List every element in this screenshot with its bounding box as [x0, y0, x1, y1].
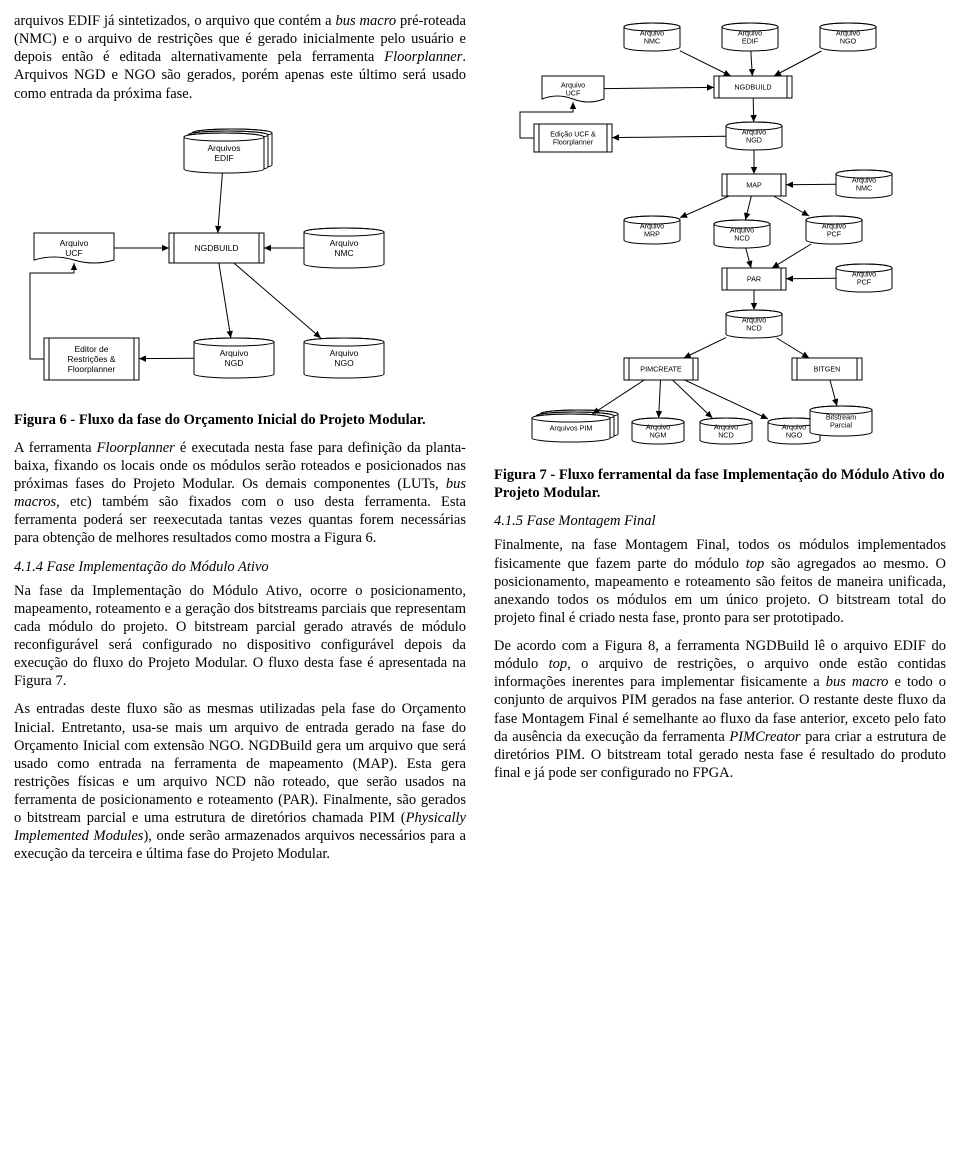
svg-text:MAP: MAP — [746, 181, 762, 190]
svg-text:Arquivos PIM: Arquivos PIM — [550, 424, 593, 433]
t: As entradas deste fluxo são as mesmas ut… — [14, 701, 466, 826]
t: A ferramenta — [14, 440, 97, 456]
para4: As entradas deste fluxo são as mesmas ut… — [14, 700, 466, 863]
figure-7-diagram: ArquivoNMCArquivoEDIFArquivoNGOArquivoUC… — [494, 18, 946, 458]
figure-6-diagram: ArquivosEDIFArquivoUCFNGDBUILDArquivoNMC… — [14, 113, 466, 403]
para5: Finalmente, na fase Montagem Final, todo… — [494, 536, 946, 627]
svg-text:Parcial: Parcial — [830, 421, 852, 430]
svg-text:Floorplanner: Floorplanner — [68, 363, 116, 373]
heading-4-1-4: 4.1.4 Fase Implementação do Módulo Ativo — [14, 558, 466, 576]
t: PIMCreator — [729, 729, 800, 745]
heading-4-1-5: 4.1.5 Fase Montagem Final — [494, 512, 946, 530]
svg-text:EDIF: EDIF — [214, 152, 233, 162]
t: Floorplanner — [97, 440, 175, 456]
svg-text:NGM: NGM — [650, 431, 667, 440]
svg-text:NCD: NCD — [718, 431, 734, 440]
t: arquivos EDIF já sintetizados, o arquivo… — [14, 13, 336, 29]
svg-text:EDIF: EDIF — [742, 37, 759, 46]
t: bus macro — [826, 674, 889, 690]
figure-7-caption: Figura 7 - Fluxo ferramental da fase Imp… — [494, 466, 946, 502]
svg-text:NGDBUILD: NGDBUILD — [195, 243, 239, 253]
para2: A ferramenta Floorplanner é executada ne… — [14, 439, 466, 548]
svg-text:Restrições &: Restrições & — [67, 354, 116, 364]
para3: Na fase da Implementação do Módulo Ativo… — [14, 582, 466, 691]
svg-text:PCF: PCF — [827, 230, 842, 239]
para6: De acordo com a Figura 8, a ferramenta N… — [494, 637, 946, 782]
svg-text:NGD: NGD — [746, 136, 762, 145]
svg-text:MRP: MRP — [644, 230, 660, 239]
svg-text:PCF: PCF — [857, 278, 872, 287]
t: Floorplanner — [384, 49, 462, 65]
para1: arquivos EDIF já sintetizados, o arquivo… — [14, 12, 466, 103]
figure-6-caption: Figura 6 - Fluxo da fase do Orçamento In… — [14, 411, 466, 429]
t: top — [549, 656, 568, 672]
svg-text:NGD: NGD — [225, 357, 244, 367]
svg-text:NGO: NGO — [334, 357, 354, 367]
svg-text:Arquivo: Arquivo — [220, 348, 249, 358]
svg-text:NMC: NMC — [644, 37, 660, 46]
svg-text:UCF: UCF — [566, 89, 581, 98]
svg-text:PAR: PAR — [747, 275, 761, 284]
svg-text:PIMCREATE: PIMCREATE — [640, 365, 682, 374]
svg-text:Arquivos: Arquivos — [207, 143, 240, 153]
t: , etc) também são fixados com o uso dest… — [14, 494, 466, 546]
svg-text:NMC: NMC — [334, 247, 353, 257]
svg-text:NMC: NMC — [856, 184, 872, 193]
t: top — [746, 556, 765, 572]
left-column: arquivos EDIF já sintetizados, o arquivo… — [14, 12, 466, 874]
svg-text:NCD: NCD — [734, 234, 750, 243]
svg-text:NGO: NGO — [840, 37, 857, 46]
svg-text:Floorplanner: Floorplanner — [553, 138, 594, 147]
svg-text:UCF: UCF — [65, 247, 82, 257]
right-column: ArquivoNMCArquivoEDIFArquivoNGOArquivoUC… — [494, 12, 946, 874]
svg-text:Editor de: Editor de — [74, 344, 108, 354]
svg-text:NCD: NCD — [746, 324, 762, 333]
svg-text:NGO: NGO — [786, 431, 803, 440]
svg-text:NGDBUILD: NGDBUILD — [734, 83, 771, 92]
svg-text:Arquivo: Arquivo — [330, 238, 359, 248]
svg-text:BITGEN: BITGEN — [814, 365, 841, 374]
svg-text:Arquivo: Arquivo — [330, 348, 359, 358]
t: bus macro — [336, 13, 397, 29]
svg-text:Arquivo: Arquivo — [60, 238, 89, 248]
